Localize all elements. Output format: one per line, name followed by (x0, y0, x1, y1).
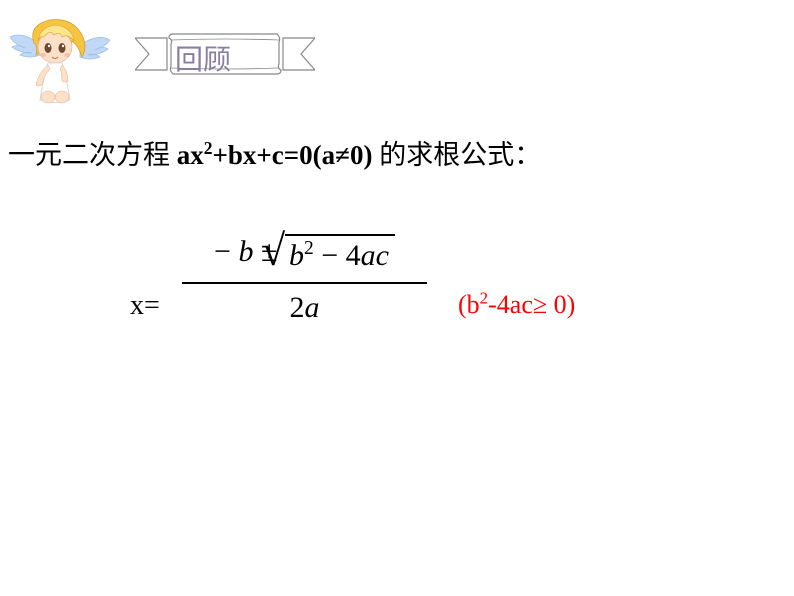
sqrt: √b2 − 4ac (285, 235, 395, 273)
angel-icon (10, 15, 110, 105)
sqrt-content: b2 − 4ac (285, 235, 395, 273)
banner-label: 回顾 (175, 38, 231, 78)
text-prefix: 一元二次方程 (8, 140, 170, 170)
fraction-line (182, 282, 427, 284)
text-suffix: 的求根公式： (379, 140, 541, 170)
equation-text: ax2+bx+c=0(a≠0) (177, 140, 373, 170)
main-sentence: 一元二次方程 ax2+bx+c=0(a≠0) 的求根公式： (8, 133, 541, 172)
fraction: − b ± √b2 − 4ac 2a (182, 235, 427, 325)
numerator: − b ± √b2 − 4ac (182, 235, 427, 278)
formula: x= − b ± √b2 − 4ac 2a (b2-4ac≥ 0) (130, 235, 680, 375)
denominator: 2a (182, 288, 427, 325)
sqrt-symbol: √ (261, 225, 285, 276)
condition: (b2-4ac≥ 0) (458, 290, 575, 320)
sqrt-bar (285, 234, 395, 236)
header: 回顾 (10, 10, 330, 110)
formula-x-equals: x= (130, 290, 160, 322)
